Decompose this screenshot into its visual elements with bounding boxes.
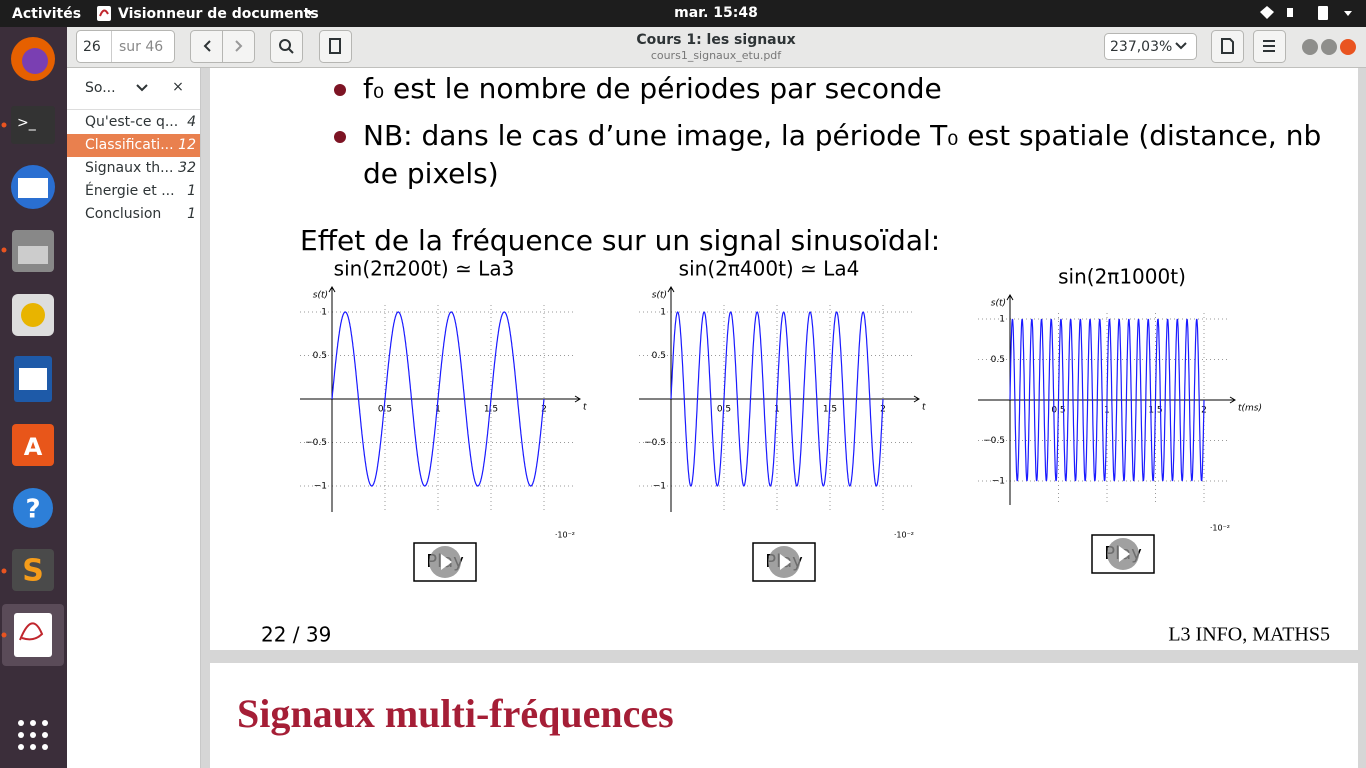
signal-curve bbox=[670, 311, 884, 487]
outline-page: 1 bbox=[187, 206, 196, 222]
outline-page: 12 bbox=[178, 137, 196, 153]
y-tick-label: −1 bbox=[314, 482, 327, 492]
x-axis-label: t(ms) bbox=[1238, 404, 1262, 414]
axis-scale: ·10⁻² bbox=[555, 531, 575, 540]
window-controls[interactable] bbox=[1302, 39, 1356, 55]
x-arrow bbox=[1229, 396, 1236, 404]
status-icons[interactable] bbox=[1260, 6, 1352, 20]
y-tick-label: 0.5 bbox=[313, 351, 327, 361]
y-tick-label: 0.5 bbox=[991, 355, 1005, 365]
x-arrow bbox=[913, 395, 920, 403]
y-arrow bbox=[1006, 294, 1014, 301]
selected-row bbox=[67, 134, 200, 157]
y-arrow bbox=[328, 286, 336, 293]
y-axis-label: s(t) bbox=[652, 291, 667, 301]
outline-page: 1 bbox=[187, 183, 196, 199]
outline-item[interactable]: Conclusion bbox=[85, 206, 161, 222]
y-tick-label: 1 bbox=[321, 308, 327, 318]
page-entry[interactable] bbox=[76, 30, 175, 63]
activities[interactable]: Activités bbox=[12, 6, 81, 22]
app-menu[interactable]: Visionneur de documents bbox=[118, 6, 319, 22]
plot-title: sin(2π400t) ≃ La4 bbox=[679, 257, 860, 281]
y-arrow bbox=[667, 286, 675, 293]
next-slide-title: Signaux multi-fréquences bbox=[237, 691, 674, 736]
x-tick-label: 1.5 bbox=[484, 405, 498, 415]
y-tick-label: 0.5 bbox=[652, 351, 666, 361]
page-count: sur 46 bbox=[119, 39, 163, 55]
y-tick-label: 1 bbox=[660, 308, 666, 318]
outline-page: 32 bbox=[178, 160, 196, 176]
play-triangle[interactable] bbox=[780, 554, 791, 570]
outline-item[interactable]: Signaux th... bbox=[85, 160, 173, 176]
svg-text:S: S bbox=[22, 554, 44, 589]
x-tick-label: 2 bbox=[541, 405, 547, 415]
outline-item[interactable]: Énergie et ... bbox=[85, 182, 175, 199]
bullet-text: f₀ est le nombre de périodes par seconde bbox=[363, 72, 942, 105]
y-axis-label: s(t) bbox=[313, 291, 328, 301]
app-icon bbox=[97, 6, 111, 21]
axis-scale: ·10⁻² bbox=[1210, 524, 1230, 533]
file-name: cours1_signaux_etu.pdf bbox=[651, 49, 782, 62]
bullet-text: de pixels) bbox=[363, 157, 499, 190]
y-tick-label: −1 bbox=[992, 477, 1005, 487]
outline-page: 4 bbox=[187, 114, 196, 130]
next-page bbox=[210, 663, 1358, 768]
svg-text:?: ? bbox=[25, 495, 40, 525]
svg-text:>_: >_ bbox=[17, 115, 37, 131]
sidebar-selector[interactable]: So... bbox=[85, 80, 116, 96]
x-arrow bbox=[574, 395, 581, 403]
heading: Effet de la fréquence sur un signal sinu… bbox=[300, 224, 940, 257]
clock[interactable]: mar. 15:48 bbox=[674, 5, 758, 21]
y-tick-label: −0.5 bbox=[305, 438, 327, 448]
sidebar-close[interactable]: × bbox=[172, 79, 184, 95]
play-triangle[interactable] bbox=[441, 554, 452, 570]
footer-course: L3 INFO, MATHS5 bbox=[1168, 624, 1330, 646]
signal-curve bbox=[1009, 318, 1205, 482]
outline-item[interactable]: Classificati... bbox=[85, 137, 174, 153]
x-tick-label: 0.5 bbox=[378, 405, 392, 415]
bullet bbox=[334, 84, 346, 96]
y-axis-label: s(t) bbox=[991, 299, 1006, 309]
plot-title: sin(2π1000t) bbox=[1058, 265, 1186, 289]
axis-scale: ·10⁻² bbox=[894, 531, 914, 540]
top-bar bbox=[0, 0, 1366, 27]
x-tick-label: 1 bbox=[435, 405, 441, 415]
zoom-box[interactable] bbox=[1104, 33, 1197, 60]
y-tick-label: −0.5 bbox=[983, 436, 1005, 446]
sidebar bbox=[67, 68, 200, 768]
bullet bbox=[334, 131, 346, 143]
plot-title: sin(2π200t) ≃ La3 bbox=[334, 257, 515, 281]
x-axis-label: t bbox=[922, 403, 926, 413]
window-title: Cours 1: les signaux bbox=[636, 32, 795, 48]
page-number[interactable]: 26 bbox=[83, 39, 101, 55]
footer-page: 22 / 39 bbox=[261, 623, 331, 647]
zoom[interactable]: 237,03% bbox=[1110, 39, 1172, 55]
bullet-text: NB: dans le cas d’une image, la période … bbox=[363, 119, 1321, 152]
y-tick-label: −1 bbox=[653, 482, 666, 492]
y-tick-label: −0.5 bbox=[644, 438, 666, 448]
svg-text:A: A bbox=[24, 433, 43, 461]
play-triangle[interactable] bbox=[1119, 546, 1130, 562]
x-axis-label: t bbox=[583, 403, 587, 413]
y-tick-label: 1 bbox=[999, 315, 1005, 325]
dock-icons[interactable]: >_ A ? S bbox=[1, 37, 65, 750]
signal-curve bbox=[331, 311, 545, 487]
outline-item[interactable]: Qu'est-ce q... bbox=[85, 114, 178, 130]
